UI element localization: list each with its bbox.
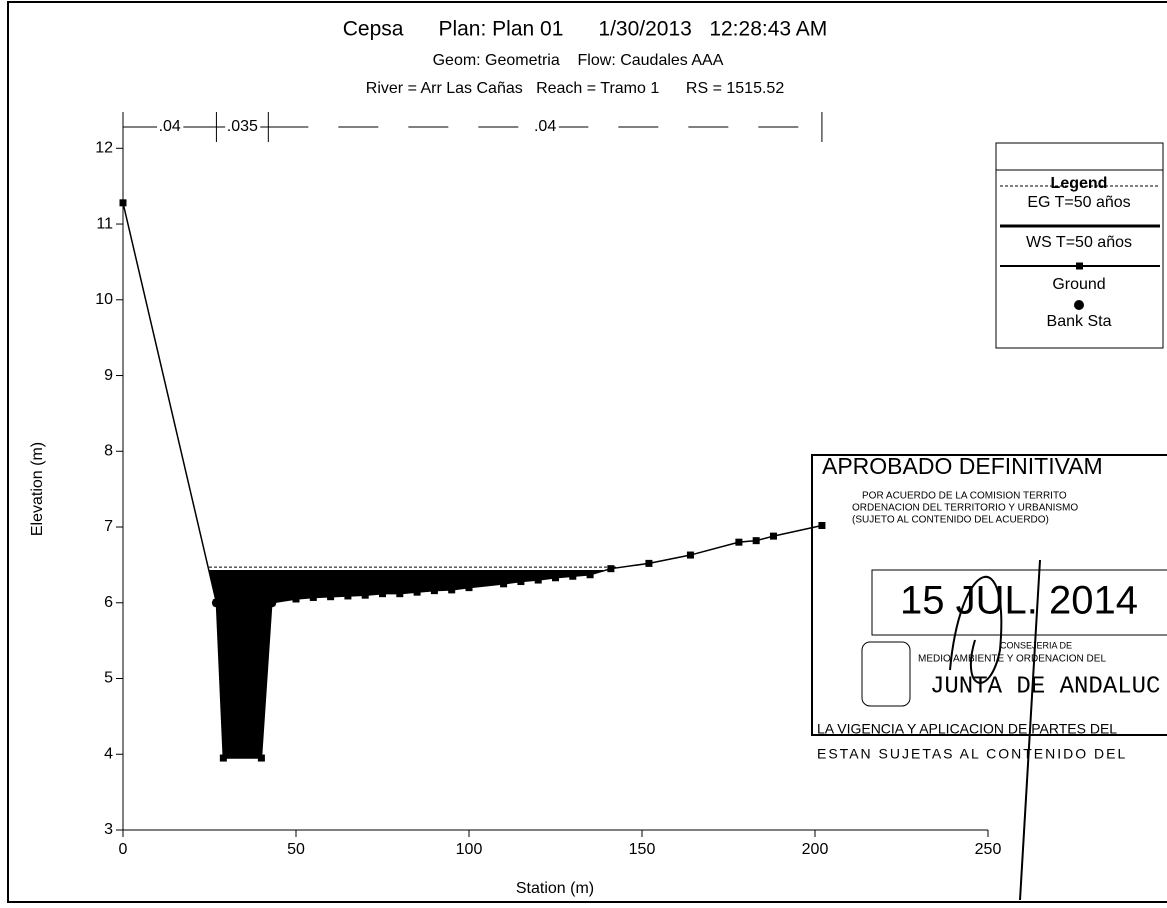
stamp-text: LA VIGENCIA Y APLICACION DE PARTES DEL [817,721,1117,737]
ground-marker [219,754,227,762]
bank-station [267,598,277,608]
chart-subtitle: River = Arr Las Cañas Reach = Tramo 1 RS… [366,80,785,97]
ground-marker [309,593,317,601]
legend-label: Ground [1052,276,1105,293]
x-tick-label: 0 [119,841,128,858]
ground-marker [500,580,508,588]
ground-marker [448,586,456,594]
legend-swatch [1076,262,1083,270]
stamp-date-box [871,569,1167,636]
ground-marker [292,595,300,603]
ground-marker [517,578,525,586]
n-label: .035 [227,118,258,135]
ground-marker [686,551,694,559]
x-tick-label: 50 [287,841,305,858]
stamp-text: CONSEJERIA DE [1000,640,1072,650]
ground-marker [344,592,352,600]
ground-marker [569,572,577,580]
signature [949,559,1041,901]
stamp: APROBADO DEFINITIVAM POR ACUERDO DE LA C… [811,453,1167,901]
y-tick-label: 5 [104,670,113,687]
ground-marker [552,574,559,582]
stamp-date: 15 JUL. 2014 [900,579,1138,623]
x-axis-label: Station (m) [516,880,594,897]
water-fill [208,570,604,759]
ground-marker [430,587,438,595]
legend-label: Bank Sta [1047,313,1112,330]
ground-marker [645,559,653,567]
ground-marker [769,532,777,540]
n-label: .04 [534,118,556,135]
ground-marker [607,565,615,573]
y-tick-label: 4 [104,745,113,762]
ground-marker [361,591,369,599]
legend-title: Legend [1051,175,1108,192]
y-tick-label: 3 [104,821,113,838]
x-tick-label: 150 [629,841,656,858]
n-label: .04 [159,118,181,135]
ground-marker [396,590,404,598]
stamp-text: ESTAN SUJETAS AL CONTENIDO DEL [817,746,1127,762]
x-tick-label: 200 [802,841,829,858]
stamp-border [811,454,1167,736]
stamp-text: JUNTA DE ANDALUC [930,673,1160,700]
ground-marker [534,576,542,584]
y-tick-label: 8 [104,442,113,459]
stamp-text: (SUJETO AL CONTENIDO DEL ACUERDO) [852,515,1049,526]
chart-title: Cepsa Plan: Plan 01 1/30/2013 12:28:43 A… [343,18,828,41]
stamp-text: APROBADO DEFINITIVAM [822,453,1103,479]
ground-marker [818,522,826,530]
legend-label: EG T=50 años [1027,194,1130,211]
y-axis-label: Elevation (m) [29,442,46,536]
ground-marker [465,584,473,592]
stamp-emblem [861,641,911,707]
y-tick-label: 6 [104,594,113,611]
ground-marker [735,538,743,546]
stamp-text: MEDIO AMBIENTE Y ORDENACION DEL [918,654,1106,665]
legend-swatch [1074,300,1084,310]
x-tick-label: 100 [456,841,483,858]
ground-marker [119,199,127,207]
stamp-text: POR ACUERDO DE LA COMISION TERRITO [862,491,1067,502]
x-tick-label: 250 [975,841,1002,858]
legend-label: WS T=50 años [1026,234,1132,251]
y-tick-label: 10 [95,291,113,308]
y-tick-label: 11 [96,215,113,232]
ground-marker [257,754,265,762]
legend-box [995,142,1164,349]
ground-marker [327,593,335,601]
chart-subtitle: Geom: Geometria Flow: Caudales AAA [433,52,724,69]
y-tick-label: 9 [104,367,113,384]
y-tick-label: 7 [104,518,113,535]
ground-marker [586,571,594,579]
y-tick-label: 12 [95,140,113,157]
ground-marker [752,537,760,545]
bank-station [211,598,221,608]
frame [7,1,1167,903]
ground-marker [413,588,421,596]
ground-marker [379,590,386,598]
stamp-text: ORDENACION DEL TERRITORIO Y URBANISMO [852,503,1078,514]
legend: Legend EG T=50 años WS T=50 años Ground Ban… [995,142,1164,349]
